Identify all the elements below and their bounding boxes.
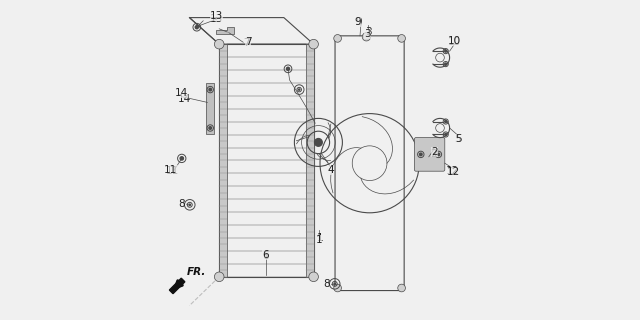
Text: 7: 7	[243, 38, 250, 48]
Text: 2: 2	[431, 147, 438, 157]
Circle shape	[420, 153, 422, 156]
Circle shape	[315, 139, 322, 146]
Text: 11: 11	[166, 166, 179, 176]
Circle shape	[209, 127, 211, 129]
Text: 12: 12	[446, 166, 460, 176]
Polygon shape	[216, 27, 234, 34]
Text: 6: 6	[262, 250, 269, 260]
Text: 2: 2	[430, 148, 437, 159]
Bar	[306, 44, 314, 277]
Circle shape	[362, 33, 371, 41]
Circle shape	[298, 89, 300, 90]
Text: 13: 13	[210, 11, 223, 21]
Text: 5: 5	[454, 134, 461, 144]
Text: FR.: FR.	[187, 267, 206, 277]
Circle shape	[437, 153, 440, 156]
Text: 9: 9	[355, 17, 362, 28]
Text: 10: 10	[448, 36, 461, 47]
FancyBboxPatch shape	[415, 138, 445, 171]
Circle shape	[398, 35, 406, 42]
Circle shape	[445, 133, 447, 135]
Circle shape	[334, 284, 342, 292]
Circle shape	[445, 121, 447, 123]
Bar	[206, 83, 214, 134]
Text: 8: 8	[324, 279, 330, 289]
Text: 5: 5	[455, 133, 461, 144]
Text: 4: 4	[328, 164, 335, 175]
Text: 9: 9	[355, 17, 361, 27]
Circle shape	[308, 272, 319, 282]
Circle shape	[195, 26, 198, 29]
Text: 14: 14	[175, 88, 188, 99]
Circle shape	[308, 39, 319, 49]
Text: 3: 3	[365, 27, 371, 37]
Text: 4: 4	[327, 164, 334, 175]
Circle shape	[209, 88, 211, 91]
Circle shape	[334, 35, 342, 42]
Bar	[219, 44, 227, 277]
Text: 1: 1	[316, 235, 323, 245]
Text: 11: 11	[164, 165, 177, 175]
Text: 12: 12	[447, 167, 460, 177]
Text: 1: 1	[317, 233, 323, 244]
Circle shape	[398, 284, 406, 292]
Circle shape	[334, 283, 335, 284]
Circle shape	[214, 272, 224, 282]
Circle shape	[445, 50, 447, 52]
Circle shape	[287, 67, 289, 70]
Text: 6: 6	[262, 251, 269, 261]
Circle shape	[180, 157, 184, 160]
Circle shape	[214, 39, 224, 49]
Circle shape	[445, 63, 447, 65]
Text: 14: 14	[177, 94, 191, 104]
Text: 10: 10	[448, 36, 461, 46]
Text: 3: 3	[364, 29, 371, 39]
Polygon shape	[170, 278, 185, 294]
Text: 7: 7	[244, 37, 252, 47]
Circle shape	[189, 204, 191, 205]
Text: 8: 8	[179, 199, 185, 209]
Text: 13: 13	[209, 14, 223, 24]
